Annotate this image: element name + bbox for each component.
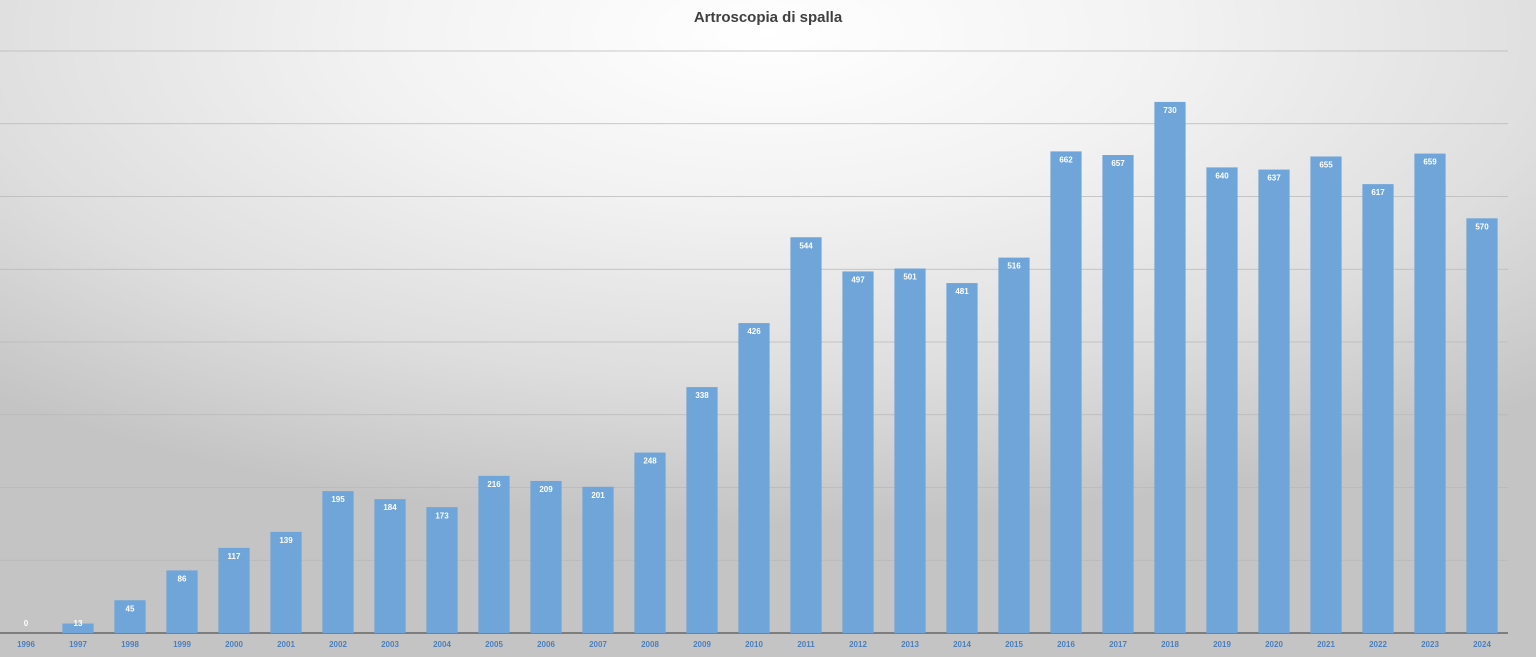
bar: [1050, 151, 1082, 633]
x-tick-label: 1999: [173, 640, 191, 649]
x-tick-label: 2022: [1369, 640, 1387, 649]
chart-title: Artroscopia di spalla: [694, 9, 843, 26]
bar: [998, 257, 1030, 633]
bar: [634, 452, 666, 633]
value-label: 117: [228, 552, 241, 561]
bar: [946, 283, 978, 633]
value-label: 544: [799, 241, 813, 250]
value-label: 640: [1215, 172, 1229, 181]
bar: [1258, 169, 1290, 633]
value-label: 637: [1267, 174, 1281, 183]
x-tick-label: 2013: [901, 640, 919, 649]
x-tick-label: 1996: [17, 640, 35, 649]
value-label: 730: [1163, 106, 1177, 115]
value-label: 481: [955, 287, 969, 296]
bar: [842, 271, 874, 633]
bar: [1466, 218, 1498, 633]
value-label: 516: [1007, 262, 1021, 271]
x-tick-label: 2012: [849, 640, 867, 649]
bar: [426, 507, 458, 633]
value-label: 426: [747, 327, 761, 336]
bar: [270, 531, 302, 633]
bar: [1206, 167, 1238, 633]
bar: [1310, 156, 1342, 634]
x-tick-label: 2014: [953, 640, 971, 649]
x-tick-label: 1997: [69, 640, 87, 649]
x-tick-label: 2020: [1265, 640, 1283, 649]
x-tick-label: 2001: [277, 640, 295, 649]
x-tick-label: 2017: [1109, 640, 1127, 649]
value-label: 216: [487, 480, 501, 489]
x-tick-label: 2004: [433, 640, 451, 649]
value-label: 0: [24, 619, 29, 628]
x-tick-label: 1998: [121, 640, 139, 649]
x-tick-label: 2023: [1421, 640, 1439, 649]
bar: [374, 499, 406, 633]
value-label: 248: [643, 457, 657, 466]
value-label: 13: [74, 619, 83, 628]
x-tick-label: 2015: [1005, 640, 1023, 649]
bar: [166, 570, 198, 633]
value-label: 662: [1059, 156, 1073, 165]
bar: [738, 323, 770, 633]
value-label: 195: [331, 495, 345, 504]
value-label: 338: [695, 391, 709, 400]
x-tick-label: 2019: [1213, 640, 1231, 649]
value-label: 617: [1371, 188, 1385, 197]
bar: [1102, 155, 1134, 633]
x-tick-label: 2011: [797, 640, 815, 649]
bar: [1362, 184, 1394, 633]
value-label: 139: [279, 536, 293, 545]
x-tick-label: 2021: [1317, 640, 1335, 649]
bar: [790, 237, 822, 634]
bar: [686, 387, 718, 633]
value-label: 657: [1111, 159, 1125, 168]
value-label: 184: [383, 503, 397, 512]
bar: [530, 480, 562, 633]
bar: [478, 475, 510, 633]
value-label: 570: [1475, 222, 1489, 231]
x-tick-label: 2002: [329, 640, 347, 649]
value-label: 209: [539, 485, 553, 494]
x-tick-label: 2006: [537, 640, 555, 649]
x-tick-label: 2024: [1473, 640, 1491, 649]
bar: [1414, 153, 1446, 633]
x-tick-label: 2000: [225, 640, 243, 649]
value-label: 659: [1423, 158, 1437, 167]
x-tick-label: 2003: [381, 640, 399, 649]
bar: [894, 268, 926, 633]
x-tick-label: 2016: [1057, 640, 1075, 649]
bar: [322, 491, 354, 633]
value-label: 497: [851, 276, 865, 285]
bar: [114, 600, 146, 633]
x-tick-label: 2007: [589, 640, 607, 649]
x-tick-label: 2010: [745, 640, 763, 649]
bar: [582, 486, 614, 633]
bar: [62, 623, 94, 633]
value-label: 45: [126, 604, 135, 613]
x-tick-label: 2008: [641, 640, 659, 649]
x-tick-label: 2018: [1161, 640, 1179, 649]
bar: [1154, 101, 1186, 634]
value-label: 655: [1319, 161, 1333, 170]
x-tick-label: 2009: [693, 640, 711, 649]
x-tick-label: 2005: [485, 640, 503, 649]
bar: [218, 547, 250, 633]
value-label: 173: [435, 511, 449, 520]
value-label: 201: [591, 491, 605, 500]
value-label: 86: [178, 575, 187, 584]
value-label: 501: [903, 273, 917, 282]
